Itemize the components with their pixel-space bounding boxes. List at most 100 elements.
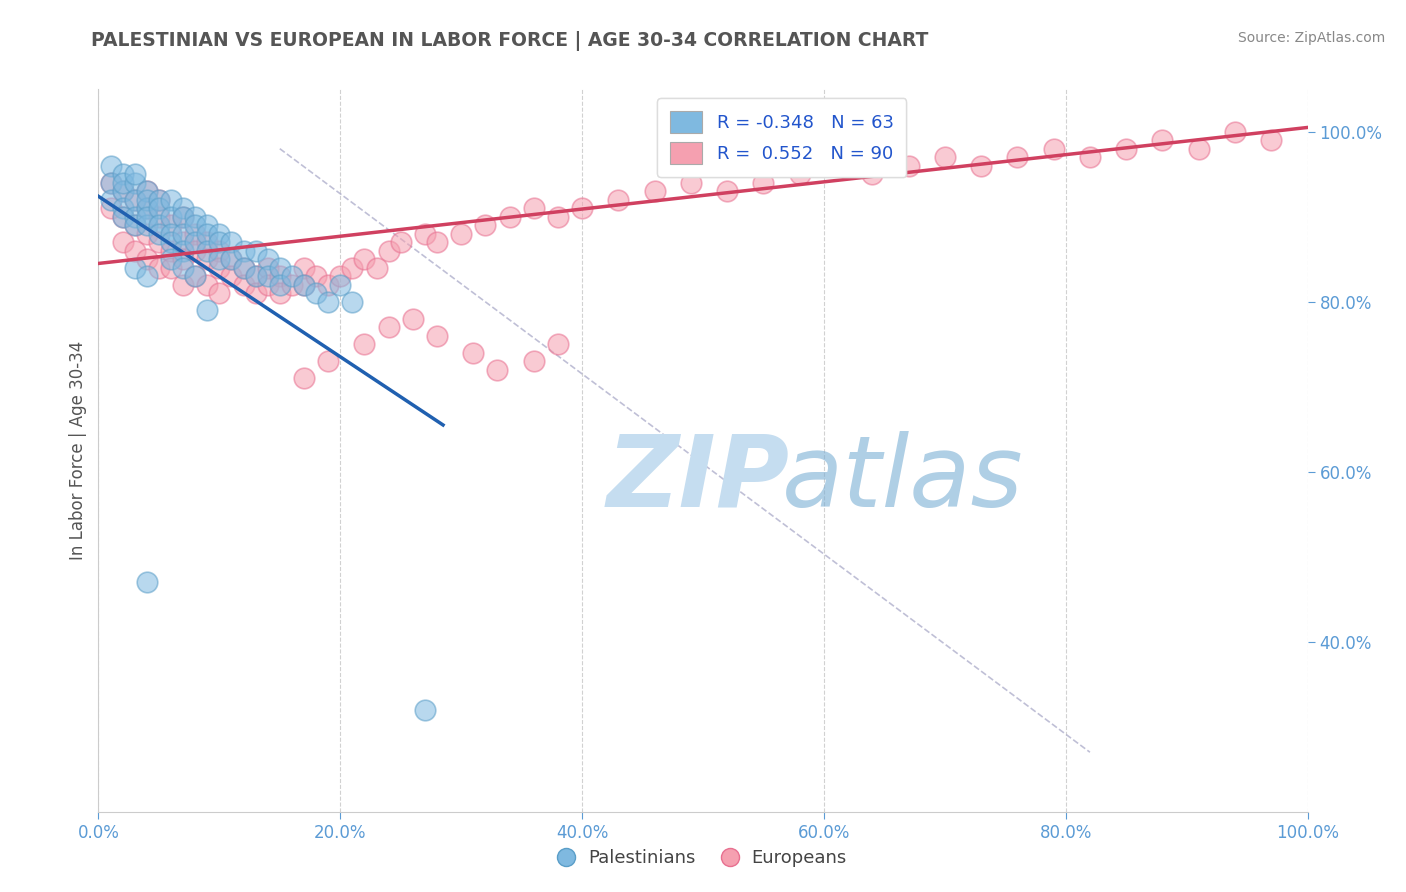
Point [245, 269, 267, 284]
Point [245, 286, 267, 301]
Point [208, 260, 231, 275]
Point [148, 193, 170, 207]
Point [184, 269, 207, 284]
Point [897, 159, 920, 173]
Point [716, 184, 738, 198]
Point [148, 235, 170, 250]
Point [148, 218, 170, 232]
Point [342, 294, 364, 309]
Point [172, 260, 194, 275]
Point [208, 286, 231, 301]
Point [316, 354, 339, 368]
Point [135, 210, 157, 224]
Point [124, 210, 146, 224]
Point [135, 269, 157, 284]
Point [160, 260, 183, 275]
Point [789, 167, 811, 181]
Point [124, 193, 146, 207]
Point [111, 210, 134, 224]
Point [221, 252, 243, 267]
Point [221, 235, 243, 250]
Point [124, 218, 146, 232]
Point [245, 269, 267, 284]
Point [148, 210, 170, 224]
Point [1152, 133, 1174, 147]
Text: Source: ZipAtlas.com: Source: ZipAtlas.com [1237, 31, 1385, 45]
Point [124, 218, 146, 232]
Point [256, 252, 278, 267]
Point [305, 286, 328, 301]
Point [195, 252, 218, 267]
Point [329, 269, 352, 284]
Point [426, 235, 449, 250]
Point [1078, 150, 1101, 164]
Point [184, 227, 207, 241]
Point [160, 227, 183, 241]
Point [148, 227, 170, 241]
Point [100, 176, 122, 190]
Point [256, 260, 278, 275]
Point [148, 201, 170, 215]
Point [100, 201, 122, 215]
Point [135, 575, 157, 590]
Point [1115, 142, 1137, 156]
Point [232, 260, 254, 275]
Point [547, 210, 569, 224]
Point [208, 235, 231, 250]
Point [135, 201, 157, 215]
Point [160, 193, 183, 207]
Legend: R = -0.348   N = 63, R =  0.552   N = 90: R = -0.348 N = 63, R = 0.552 N = 90 [657, 98, 907, 177]
Point [221, 269, 243, 284]
Point [934, 150, 956, 164]
Point [256, 269, 278, 284]
Point [111, 235, 134, 250]
Point [124, 167, 146, 181]
Point [292, 260, 315, 275]
Point [1007, 150, 1029, 164]
Point [208, 244, 231, 258]
Point [135, 184, 157, 198]
Point [195, 303, 218, 318]
Point [148, 193, 170, 207]
Point [124, 176, 146, 190]
Point [111, 167, 134, 181]
Point [111, 184, 134, 198]
Point [825, 159, 848, 173]
Point [111, 210, 134, 224]
Point [160, 252, 183, 267]
Point [184, 244, 207, 258]
Point [1042, 142, 1064, 156]
Text: atlas: atlas [782, 431, 1024, 528]
Point [450, 227, 472, 241]
Point [292, 277, 315, 292]
Point [389, 235, 412, 250]
Point [111, 176, 134, 190]
Point [172, 210, 194, 224]
Point [111, 201, 134, 215]
Point [571, 201, 593, 215]
Text: ZIP: ZIP [606, 431, 789, 528]
Point [644, 184, 666, 198]
Point [172, 277, 194, 292]
Point [135, 218, 157, 232]
Point [353, 337, 375, 351]
Point [100, 176, 122, 190]
Point [281, 277, 304, 292]
Point [377, 320, 399, 334]
Point [172, 201, 194, 215]
Point [607, 193, 630, 207]
Point [970, 159, 993, 173]
Point [208, 227, 231, 241]
Point [184, 210, 207, 224]
Point [195, 227, 218, 241]
Point [124, 260, 146, 275]
Point [148, 260, 170, 275]
Point [195, 235, 218, 250]
Point [160, 244, 183, 258]
Point [256, 277, 278, 292]
Point [402, 311, 425, 326]
Point [292, 277, 315, 292]
Point [413, 703, 436, 717]
Point [353, 252, 375, 267]
Point [111, 184, 134, 198]
